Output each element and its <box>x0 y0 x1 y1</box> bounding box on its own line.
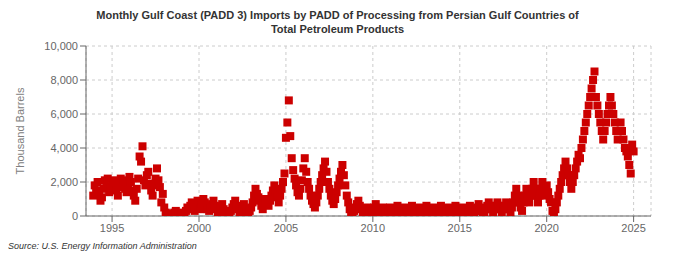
svg-text:2010: 2010 <box>361 222 385 234</box>
svg-text:2025: 2025 <box>621 222 645 234</box>
html-text:Source: U.S. Energy Informatio: Source: U.S. Energy Information Administ… <box>8 241 197 251</box>
svg-text:2,000: 2,000 <box>50 176 78 188</box>
svg-text:2005: 2005 <box>274 222 298 234</box>
html-text:Total Petroleum Products: Total Petroleum Products <box>271 23 404 35</box>
svg-text:Thousand Barrels: Thousand Barrels <box>14 87 26 174</box>
svg-text:0: 0 <box>72 210 78 222</box>
svg-text:6,000: 6,000 <box>50 108 78 120</box>
svg-text:2015: 2015 <box>448 222 472 234</box>
svg-text:10,000: 10,000 <box>44 40 78 52</box>
svg-text:2020: 2020 <box>534 222 558 234</box>
svg-text:1995: 1995 <box>100 222 124 234</box>
svg-text:2000: 2000 <box>187 222 211 234</box>
svg-text:4,000: 4,000 <box>50 142 78 154</box>
svg-text:8,000: 8,000 <box>50 74 78 86</box>
html-text:Monthly Gulf Coast (PADD 3) Im: Monthly Gulf Coast (PADD 3) Imports by P… <box>96 9 579 21</box>
